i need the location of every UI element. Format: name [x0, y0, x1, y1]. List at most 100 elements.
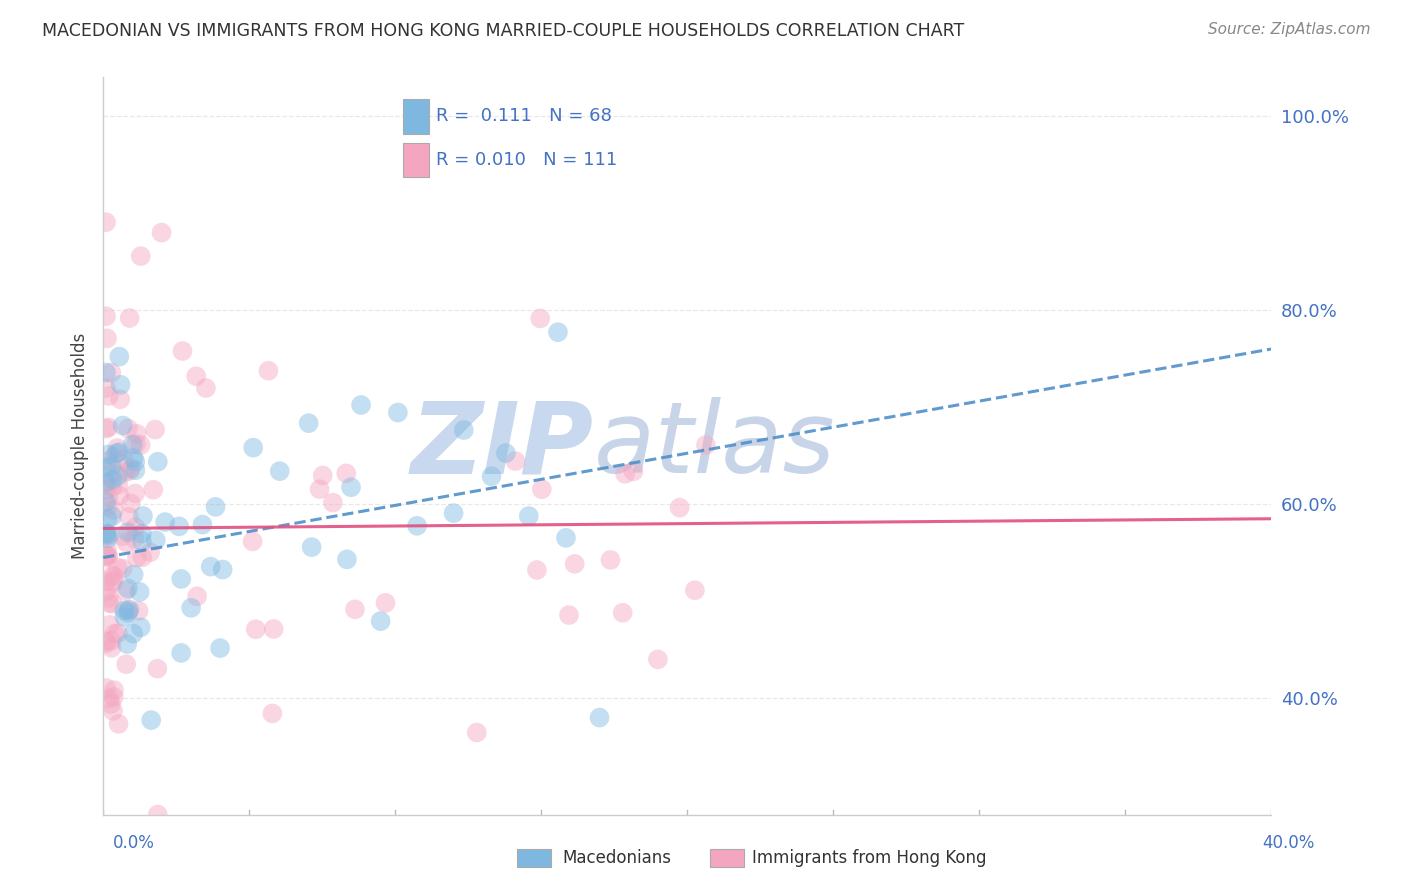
Point — [146, 662, 169, 676]
Point — [443, 506, 465, 520]
Point — [97, 389, 120, 403]
Point — [94, 483, 117, 497]
Point — [101, 568, 124, 582]
FancyBboxPatch shape — [710, 849, 744, 867]
Point — [141, 713, 163, 727]
Point — [101, 597, 124, 611]
Point — [117, 606, 139, 620]
Point — [97, 527, 120, 541]
Text: ZIP: ZIP — [411, 398, 593, 494]
Text: Immigrants from Hong Kong: Immigrants from Hong Kong — [752, 849, 987, 867]
Text: 40.0%: 40.0% — [1263, 834, 1315, 852]
Point — [107, 717, 129, 731]
Point — [114, 465, 136, 479]
Point — [101, 480, 124, 494]
Point — [100, 459, 122, 474]
Point — [129, 438, 152, 452]
Point — [94, 366, 117, 380]
Text: MACEDONIAN VS IMMIGRANTS FROM HONG KONG MARRIED-COUPLE HOUSEHOLDS CORRELATION CH: MACEDONIAN VS IMMIGRANTS FROM HONG KONG … — [42, 22, 965, 40]
Point — [153, 515, 176, 529]
Point — [94, 475, 117, 490]
Point — [142, 483, 165, 497]
Point — [172, 344, 194, 359]
Point — [124, 520, 146, 534]
Point — [128, 604, 150, 618]
Point — [118, 311, 141, 326]
Point — [94, 549, 117, 563]
Point — [129, 620, 152, 634]
Point — [122, 626, 145, 640]
Point — [94, 460, 117, 475]
Point — [120, 461, 142, 475]
Point — [298, 416, 321, 430]
Point — [118, 509, 141, 524]
Point — [143, 423, 166, 437]
Point — [170, 646, 193, 660]
Point — [308, 482, 330, 496]
Point — [269, 464, 291, 478]
Point — [194, 381, 217, 395]
Point — [495, 446, 517, 460]
Point — [242, 441, 264, 455]
Point — [120, 496, 142, 510]
Point — [599, 553, 621, 567]
Point — [150, 226, 173, 240]
Point — [118, 603, 141, 617]
Point — [614, 467, 637, 481]
Point — [335, 467, 357, 481]
Text: atlas: atlas — [593, 398, 835, 494]
Point — [115, 657, 138, 672]
Point — [117, 582, 139, 596]
Point — [110, 392, 132, 407]
Point — [111, 561, 134, 575]
Point — [125, 437, 148, 451]
Point — [186, 589, 208, 603]
Point — [125, 550, 148, 565]
Point — [110, 377, 132, 392]
Point — [103, 690, 125, 704]
Point — [146, 455, 169, 469]
Point — [98, 691, 121, 706]
Point — [121, 437, 143, 451]
Point — [131, 526, 153, 541]
Text: Macedonians: Macedonians — [562, 849, 672, 867]
Point — [97, 420, 120, 434]
Point — [312, 468, 335, 483]
Point — [96, 542, 118, 557]
Point — [122, 567, 145, 582]
Point — [245, 622, 267, 636]
Point — [115, 535, 138, 549]
Point — [100, 633, 122, 648]
Point — [94, 634, 117, 648]
Point — [683, 583, 706, 598]
Point — [104, 626, 127, 640]
Point — [101, 509, 124, 524]
Point — [343, 602, 366, 616]
Point — [94, 550, 117, 565]
Point — [117, 421, 139, 435]
Point — [465, 725, 488, 739]
Point — [122, 450, 145, 465]
Point — [387, 405, 409, 419]
Point — [97, 500, 120, 514]
Point — [370, 614, 392, 628]
Point — [117, 603, 139, 617]
Point — [526, 563, 548, 577]
Point — [101, 473, 124, 487]
Point — [97, 591, 120, 605]
Point — [695, 438, 717, 452]
Point — [322, 495, 344, 509]
Point — [114, 583, 136, 598]
Point — [204, 500, 226, 514]
Point — [98, 618, 121, 632]
Point — [108, 488, 131, 502]
Point — [96, 331, 118, 345]
Y-axis label: Married-couple Households: Married-couple Households — [72, 333, 89, 559]
Point — [97, 549, 120, 563]
Point — [94, 215, 117, 229]
Point — [529, 311, 551, 326]
Point — [257, 364, 280, 378]
Point — [262, 706, 284, 721]
Point — [481, 469, 503, 483]
Text: 0.0%: 0.0% — [112, 834, 155, 852]
